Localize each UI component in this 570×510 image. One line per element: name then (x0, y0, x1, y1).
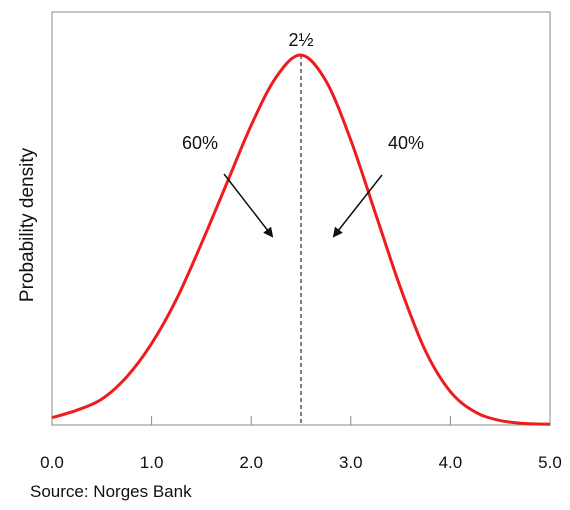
x-tick-label: 2.0 (239, 453, 263, 472)
left-share-label: 60% (182, 133, 218, 153)
x-tick-label: 3.0 (339, 453, 363, 472)
mode-label: 2½ (288, 30, 313, 50)
x-tick-label: 5.0 (538, 453, 562, 472)
x-tick-label: 1.0 (140, 453, 164, 472)
x-tick-label: 0.0 (40, 453, 64, 472)
right-share-label: 40% (388, 133, 424, 153)
density-curve (51, 53, 551, 426)
right-share-arrow (332, 174, 383, 238)
x-tick-label: 4.0 (439, 453, 463, 472)
plot-frame (51, 11, 551, 426)
y-axis-title: Probability density (17, 147, 38, 302)
source-note: Source: Norges Bank (30, 482, 192, 501)
left-share-arrow (223, 173, 274, 238)
